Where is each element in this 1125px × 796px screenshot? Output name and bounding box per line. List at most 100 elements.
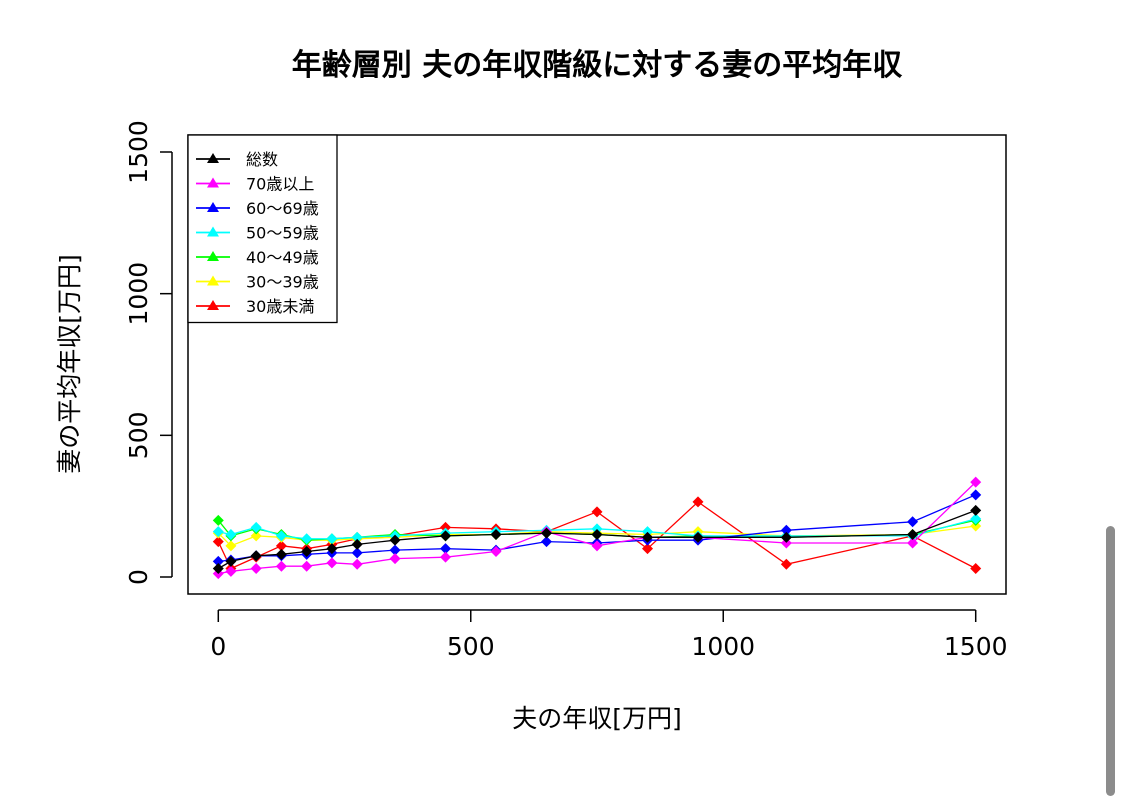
data-point	[970, 504, 982, 516]
data-point	[780, 537, 792, 549]
data-point	[970, 489, 982, 501]
data-point	[351, 547, 363, 559]
data-point	[970, 476, 982, 488]
legend-marker	[207, 177, 219, 188]
data-point	[326, 533, 338, 545]
data-point	[440, 521, 452, 533]
data-point	[275, 540, 287, 552]
data-point	[490, 546, 502, 557]
x-tick-label: 1000	[691, 632, 755, 661]
y-axis-title: 妻の平均年収[万円]	[55, 254, 84, 474]
legend-label: 50〜59歳	[246, 224, 319, 243]
x-tick-label: 1500	[944, 632, 1008, 661]
series-総数	[212, 504, 982, 574]
data-point	[212, 536, 224, 548]
y-tick-label: 1000	[124, 262, 153, 326]
data-point	[907, 529, 919, 540]
data-point	[250, 563, 262, 574]
data-point	[275, 560, 287, 572]
data-point	[301, 560, 313, 572]
data-point	[440, 551, 452, 563]
data-point	[541, 527, 553, 539]
data-point	[970, 563, 982, 574]
data-point	[351, 558, 363, 570]
data-point	[541, 536, 553, 548]
data-point	[389, 544, 401, 556]
legend-marker	[207, 300, 219, 310]
scrollbar-thumb[interactable]	[1106, 526, 1115, 796]
data-point	[225, 540, 237, 552]
data-point	[440, 543, 452, 555]
data-point	[301, 546, 313, 557]
data-point	[351, 531, 363, 543]
y-axis: 0 500 1000 1500	[124, 120, 173, 585]
legend-marker	[207, 226, 219, 237]
data-point	[212, 514, 224, 526]
legend-marker	[207, 202, 219, 212]
y-tick-label: 1500	[124, 120, 153, 184]
data-point	[275, 530, 287, 542]
data-point	[692, 531, 704, 543]
chart-title: 年齢層別 夫の年収階級に対する妻の平均年収	[292, 48, 903, 83]
legend-label: 30歳未満	[246, 297, 314, 316]
data-point	[212, 555, 224, 567]
data-point	[641, 531, 653, 543]
legend-label: 70歳以上	[246, 175, 314, 194]
data-point	[275, 548, 287, 560]
data-point	[780, 558, 792, 570]
series-layer	[212, 476, 982, 580]
x-axis-title: 夫の年収[万円]	[512, 704, 682, 733]
data-point	[970, 513, 982, 525]
legend-label: 40〜49歳	[246, 248, 319, 267]
data-point	[326, 557, 338, 569]
series-70歳以上	[212, 476, 982, 580]
legend-entry: 30歳未満	[196, 297, 314, 316]
data-point	[780, 531, 792, 543]
data-point	[250, 521, 262, 533]
data-point	[212, 526, 224, 538]
legend-label: 総数	[246, 150, 278, 169]
data-point	[250, 550, 262, 562]
data-point	[250, 530, 262, 542]
data-point	[212, 563, 224, 574]
data-point	[225, 555, 237, 567]
legend-entry: 30〜39歳	[196, 273, 319, 292]
legend-label: 60〜69歳	[246, 199, 319, 218]
legend-entry: 50〜59歳	[196, 224, 319, 243]
data-point	[591, 540, 603, 552]
data-point	[591, 506, 603, 518]
legend-marker	[207, 275, 219, 286]
y-tick-label: 500	[124, 411, 153, 459]
legend: 総数 70歳以上 60〜69歳 50〜59歳 40〜49歳 30〜39歳 30歳未満	[187, 134, 338, 324]
data-point	[225, 529, 237, 540]
data-point	[301, 533, 313, 545]
data-point	[780, 524, 792, 536]
data-point	[440, 530, 452, 542]
y-tick-label: 0	[124, 569, 153, 585]
data-point	[225, 565, 237, 577]
data-point	[692, 496, 704, 508]
data-point	[591, 529, 603, 540]
legend-marker	[207, 153, 219, 163]
legend-marker	[207, 251, 219, 261]
data-point	[326, 543, 338, 555]
legend-entry: 40〜49歳	[196, 248, 319, 267]
x-axis: 0 500 1000 1500	[210, 609, 1008, 661]
legend-label: 30〜39歳	[246, 273, 319, 292]
legend-entry: 60〜69歳	[196, 199, 319, 218]
data-point	[351, 538, 363, 550]
legend-entry: 70歳以上	[196, 175, 314, 194]
data-point	[641, 526, 653, 538]
data-point	[907, 516, 919, 528]
data-point	[490, 529, 502, 540]
legend-entry: 総数	[196, 150, 278, 169]
data-point	[389, 553, 401, 565]
data-point	[907, 537, 919, 549]
x-tick-label: 0	[210, 632, 226, 661]
x-tick-label: 500	[447, 632, 495, 661]
plot-area-frame	[187, 134, 1007, 595]
data-point	[389, 534, 401, 546]
data-point	[970, 520, 982, 532]
data-point	[641, 543, 653, 555]
